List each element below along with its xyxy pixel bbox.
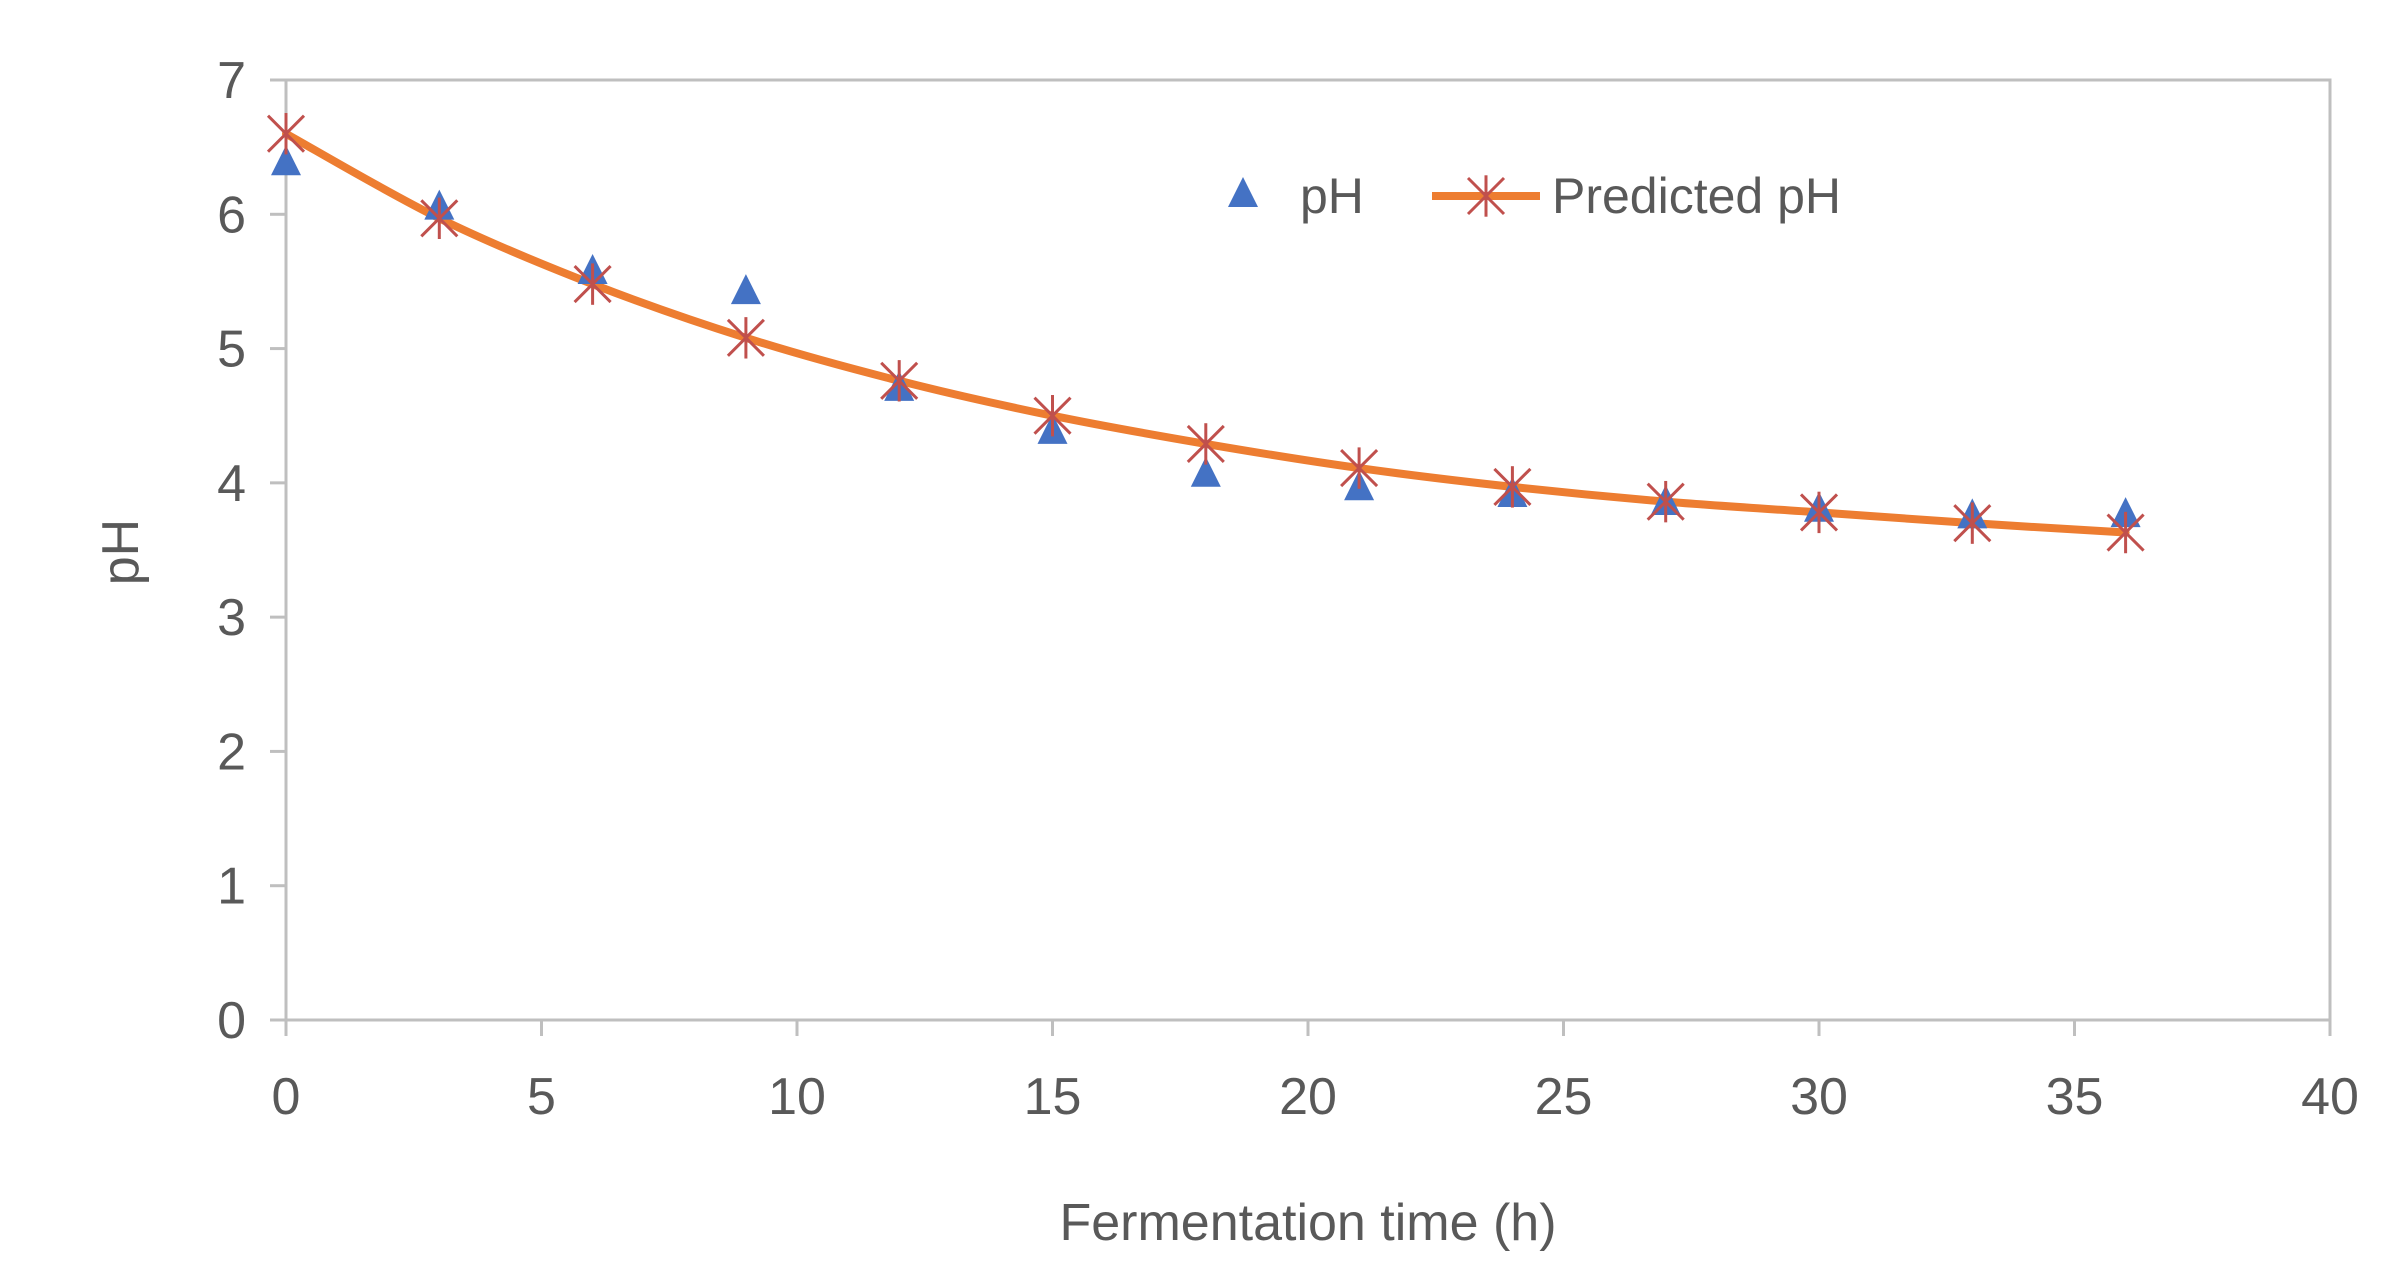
y-tick-label: 3 (217, 589, 246, 647)
x-tick-label: 20 (1279, 1068, 1337, 1126)
x-tick-label: 10 (768, 1068, 826, 1126)
legend-ph-label: pH (1300, 168, 1364, 224)
predicted-ph-point (880, 360, 919, 402)
predicted-ph-point (573, 263, 612, 305)
y-tick-label: 1 (217, 858, 246, 916)
predicted-ph-point (2106, 511, 2145, 554)
predicted-ph-point (266, 113, 306, 155)
x-tick-label: 30 (1790, 1068, 1848, 1126)
series-layer (266, 113, 2145, 554)
x-tick-label: 35 (2046, 1068, 2104, 1126)
predicted-ph-point (420, 197, 459, 240)
ph-data-point (730, 274, 761, 305)
predicted-ph-point (1340, 447, 1379, 489)
x-axis-ticks: 0 5 10 15 20 25 30 35 40 (272, 1020, 2359, 1126)
predicted-ph-point (1493, 466, 1532, 508)
legend-ph-symbol (1228, 177, 1258, 207)
legend-predicted-ph-label: Predicted pH (1552, 168, 1841, 224)
y-tick-label: 2 (217, 723, 246, 781)
x-tick-label: 5 (527, 1068, 556, 1126)
predicted-ph-point (1033, 395, 1072, 437)
y-tick-label: 6 (217, 186, 246, 244)
predicted-ph-point (1799, 491, 1839, 534)
x-axis-label: Fermentation time (h) (1059, 1194, 1556, 1252)
y-tick-label: 7 (217, 52, 246, 110)
legend: pH Predicted pH (1228, 168, 1841, 224)
x-tick-label: 40 (2301, 1068, 2359, 1126)
y-axis-label: pH (92, 519, 150, 585)
x-tick-label: 25 (1535, 1068, 1593, 1126)
legend-predicted-star-symbol (1466, 175, 1506, 217)
y-tick-label: 5 (217, 321, 246, 379)
y-tick-label: 0 (217, 992, 246, 1050)
x-tick-label: 15 (1024, 1068, 1082, 1126)
predicted-ph-point (1953, 502, 1992, 544)
ph-data-point (271, 145, 301, 176)
y-axis-ticks: 0 1 2 3 4 5 6 7 (217, 52, 286, 1050)
predicted-ph-point (1646, 480, 1685, 523)
predicted-ph-point (726, 317, 765, 359)
y-tick-label: 4 (217, 455, 246, 513)
x-tick-label: 0 (272, 1068, 301, 1126)
predicted-ph-point (1186, 423, 1225, 465)
ph-data-point (1190, 456, 1221, 487)
